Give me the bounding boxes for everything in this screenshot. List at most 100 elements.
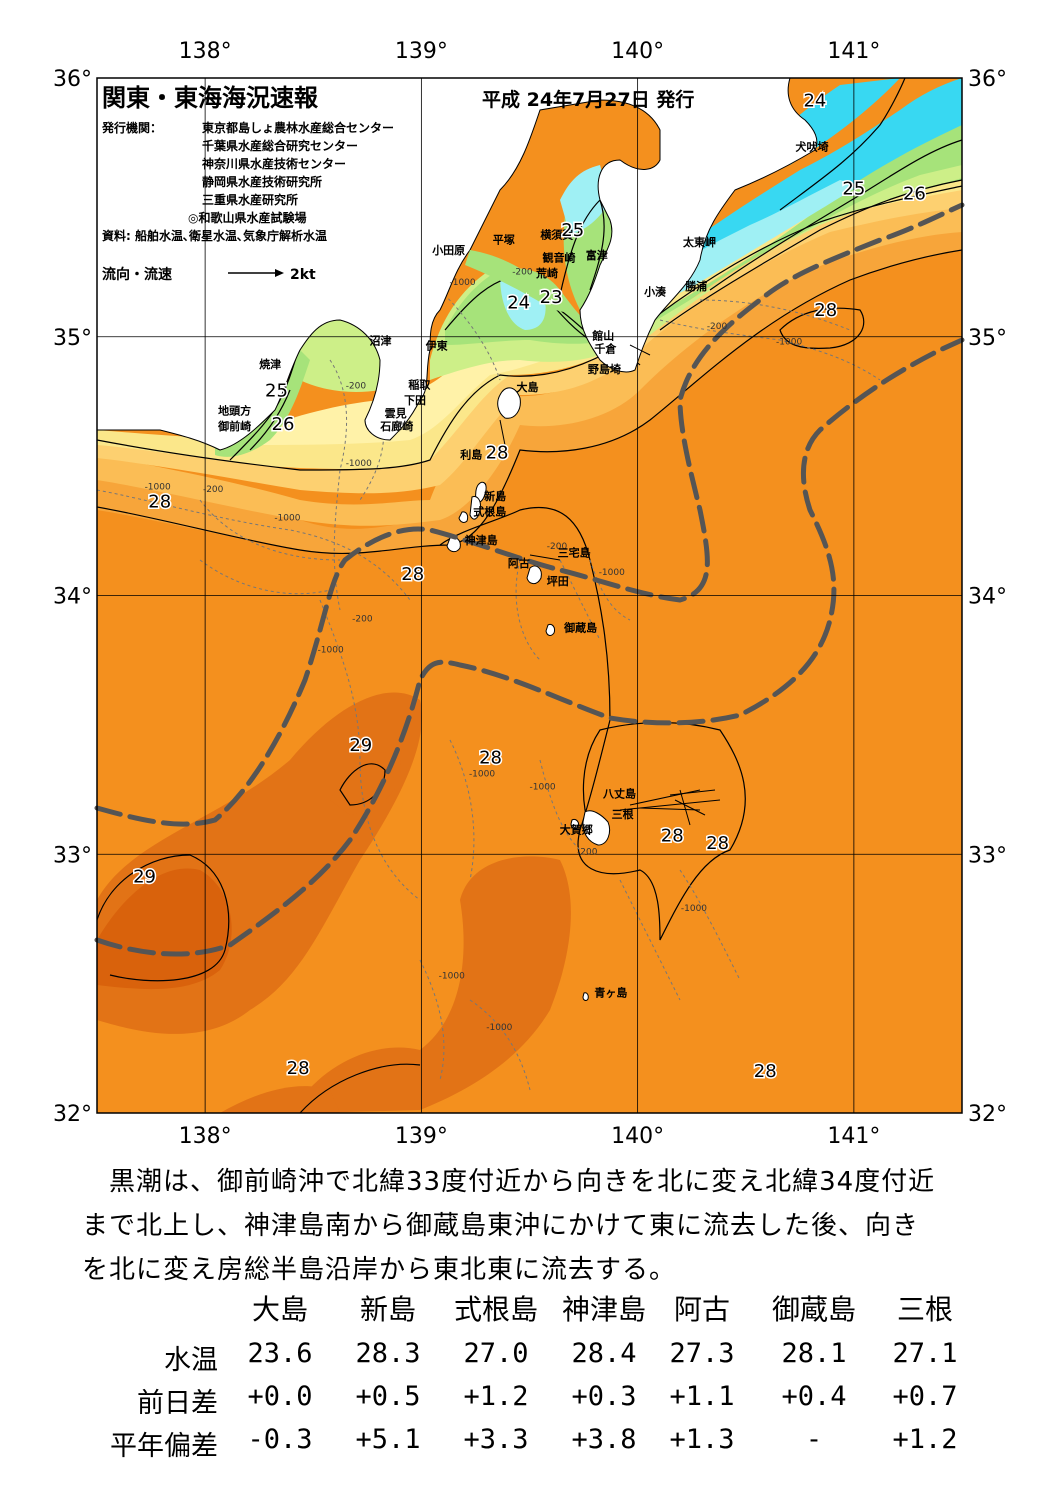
depth-label: -1000 <box>346 459 372 469</box>
station-header: 三根 <box>896 1293 953 1326</box>
place-label: 八丈島 <box>602 786 636 800</box>
isotherm-temperature-label: 28 <box>287 1058 310 1079</box>
table-cell: +5.1 <box>355 1424 421 1455</box>
table-header-row: 大島 新島 式根島 神津島 阿古 御蔵島 三根 <box>80 1288 980 1334</box>
isotherm-temperature-label: 28 <box>148 492 171 513</box>
longitude-label: 139° <box>395 39 448 64</box>
place-label: 新島 <box>484 489 506 503</box>
longitude-label: 139° <box>395 1124 448 1149</box>
flow-legend-label: 流向・流速 <box>102 266 172 283</box>
isotherm-temperature-label: 28 <box>814 300 837 321</box>
table-cell: 28.4 <box>571 1338 637 1369</box>
longitude-label: 138° <box>179 39 232 64</box>
longitude-label: 141° <box>827 39 880 64</box>
flow-vectors <box>499 344 721 826</box>
station-header: 大島 <box>251 1293 308 1326</box>
station-header: 神津島 <box>561 1293 646 1326</box>
latitude-label: 36° <box>968 67 1007 92</box>
isotherm-temperature-label: 28 <box>401 564 424 585</box>
table-cell: +0.7 <box>892 1381 958 1412</box>
longitude-label: 140° <box>611 39 664 64</box>
table-cell: +3.3 <box>463 1424 529 1455</box>
isotherm-temperature-label: 29 <box>133 867 156 888</box>
table-cell: 28.1 <box>781 1338 847 1369</box>
longitude-label: 141° <box>827 1124 880 1149</box>
issuer: ◎和歌山県水産試験場 <box>188 210 306 225</box>
kuroshio-axis <box>94 202 965 957</box>
table-cell: 27.1 <box>892 1338 958 1369</box>
latitude-label: 33° <box>968 843 1007 868</box>
table-cell: +0.3 <box>571 1381 637 1412</box>
axis-labels: 138° 138° 139° 139° 140° 140° 141° 141° 36° 36° 35… <box>53 39 1007 1149</box>
depth-label: -1000 <box>599 568 625 578</box>
isotherm-temperature-label: 26 <box>272 414 295 435</box>
table-cell: -0.3 <box>247 1424 313 1455</box>
issuer-label: 発行機関： <box>101 120 162 135</box>
depth-label: -1000 <box>530 783 556 793</box>
station-header: 阿古 <box>673 1293 730 1326</box>
description-line: まで北上し、神津島南から御蔵島東沖にかけて東に流去した後、向き <box>82 1211 920 1241</box>
place-label: 大島 <box>517 380 539 394</box>
isotherm-temperature-label: 28 <box>661 825 684 846</box>
depth-label: -200 <box>346 382 367 392</box>
latitude-label: 32° <box>968 1102 1007 1127</box>
latitude-label: 33° <box>53 843 92 868</box>
table-cell: 27.0 <box>463 1338 529 1369</box>
table-cell: +1.3 <box>669 1424 735 1455</box>
latitude-label: 34° <box>53 585 92 610</box>
row-label: 前日差 <box>137 1388 218 1419</box>
table-cell: +0.5 <box>355 1381 421 1412</box>
depth-label: -200 <box>203 485 224 495</box>
place-label: 稲取 <box>408 378 430 392</box>
row-label: 水温 <box>164 1345 218 1376</box>
place-label: 神津島 <box>465 533 498 547</box>
table-cell: +1.2 <box>463 1381 529 1412</box>
place-label: 坪田 <box>547 575 569 588</box>
place-label: 式根島 <box>473 504 506 518</box>
longitude-label: 140° <box>611 1124 664 1149</box>
place-label: 荒崎 <box>535 266 558 280</box>
isotherm-temperature-label: 25 <box>265 380 288 401</box>
row-label: 平年偏差 <box>110 1431 218 1462</box>
isotherm-temperature-label: 28 <box>706 833 729 854</box>
place-label: 小田原 <box>431 243 465 257</box>
isotherm-temperature-label: 25 <box>561 220 584 241</box>
table-cell: 23.6 <box>247 1338 313 1369</box>
place-label: 下田 <box>404 394 426 407</box>
depth-label: -1000 <box>776 338 802 348</box>
place-label: 沼津 <box>369 334 391 348</box>
table-cell: - <box>805 1424 823 1455</box>
latitude-label: 36° <box>53 67 92 92</box>
latitude-label: 35° <box>968 326 1007 351</box>
place-label: 伊東 <box>425 339 449 353</box>
map-title: 関東・東海海況速報 <box>102 84 319 112</box>
place-label: 千倉 <box>594 341 617 355</box>
description-line: を北に変え房総半島沿岸から東北東に流去する。 <box>82 1255 677 1285</box>
depth-label: -200 <box>547 542 568 552</box>
water-band <box>640 165 962 335</box>
depth-label: -1000 <box>274 513 300 523</box>
depth-label: -1000 <box>681 904 707 914</box>
depth-label: -1000 <box>469 770 495 780</box>
warm-water-patch <box>300 856 571 1113</box>
depth-labels: -1000 -200 -1000 -1000 -200 -1000 -200 -200 -100… <box>145 268 803 1034</box>
place-label: 勝浦 <box>685 279 707 293</box>
station-header: 御蔵島 <box>771 1293 856 1326</box>
issuer: 東京都島しょ農林水産総合センター <box>202 120 394 135</box>
place-label: 青ヶ島 <box>594 986 627 1000</box>
table-cell: +0.4 <box>781 1381 847 1412</box>
isotherm-temperature-label: 25 <box>842 178 865 199</box>
place-label: 犬吠埼 <box>795 139 828 153</box>
issuer: 神奈川県水産技術センター <box>202 156 346 171</box>
place-label: 焼津 <box>259 357 281 371</box>
depth-label: -200 <box>577 847 598 857</box>
sea-temperature-map: -1000 -200 -1000 -1000 -200 -1000 -200 -200 -100… <box>53 39 1007 1149</box>
place-label: 富津 <box>586 248 608 262</box>
isotherm-temperature-label: 24 <box>803 90 826 111</box>
depth-label: -1000 <box>145 482 171 492</box>
isotherm-temperature-label: 28 <box>486 442 509 463</box>
table-cell: +3.8 <box>571 1424 637 1455</box>
isotherm-temperature-label: 28 <box>754 1061 777 1082</box>
place-label: 平塚 <box>493 233 515 247</box>
station-header: 新島 <box>359 1293 416 1326</box>
